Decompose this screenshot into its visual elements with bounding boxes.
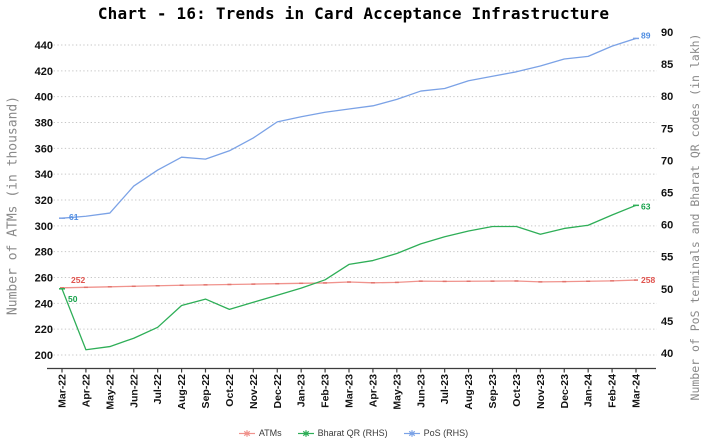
series-line-2 xyxy=(61,37,637,219)
x-axis-tick-label: Jul-22 xyxy=(152,374,164,405)
right-axis-tick-label: 60 xyxy=(661,220,673,232)
x-axis-tick-label: Jul-23 xyxy=(439,374,451,405)
series-line-1 xyxy=(61,204,637,351)
data-label-last: 258 xyxy=(641,275,655,285)
x-axis-tick-label: Dec-23 xyxy=(559,374,571,409)
x-axis-tick-label: May-23 xyxy=(391,374,403,410)
x-axis-tick-label: Mar-24 xyxy=(631,374,643,408)
left-axis-tick-label: 200 xyxy=(35,350,53,362)
x-axis-tick-label: Sep-22 xyxy=(200,374,212,409)
right-axis-tick-label: 50 xyxy=(661,284,673,296)
left-axis-tick-label: 220 xyxy=(35,324,53,336)
x-axis-tick-label: Mar-23 xyxy=(344,374,356,408)
legend-label-pos: PoS (RHS) xyxy=(423,428,469,438)
data-label-last: 89 xyxy=(641,30,651,40)
x-axis-tick-label: Nov-23 xyxy=(535,374,547,409)
right-axis-tick-label: 80 xyxy=(661,91,673,103)
left-axis-tick-label: 300 xyxy=(35,221,53,233)
left-axis-tick-label: 280 xyxy=(35,247,53,259)
right-axis-tick-label: 55 xyxy=(661,252,673,264)
legend-item-pos: PoS (RHS) xyxy=(403,428,469,438)
left-axis-tick-label: 360 xyxy=(35,143,53,155)
legend-label-atms: ATMs xyxy=(258,428,282,438)
left-axis-tick-label: 400 xyxy=(35,92,53,104)
x-axis-tick-label: Aug-23 xyxy=(463,374,475,410)
x-axis-tick-label: Oct-22 xyxy=(224,374,236,407)
right-axis-tick-label: 40 xyxy=(661,348,673,360)
right-axis-tick-label: 75 xyxy=(661,123,673,135)
legend-item-atms: ATMs xyxy=(238,428,282,438)
legend-marker-pos-icon xyxy=(403,429,420,437)
x-axis-tick-label: Aug-22 xyxy=(176,374,188,410)
series-line-0 xyxy=(61,279,637,289)
data-label-first: 61 xyxy=(69,212,79,222)
x-axis-tick-label: Apr-23 xyxy=(367,374,379,407)
legend-marker-bharat-qr-icon xyxy=(297,429,314,437)
left-axis-tick-label: 440 xyxy=(35,40,53,52)
legend-item-bharat-qr: Bharat QR (RHS) xyxy=(297,428,388,438)
legend: ATMs Bharat QR (RHS) PoS (RHS) xyxy=(0,428,707,438)
x-axis-tick-label: Jun-22 xyxy=(128,374,140,408)
x-axis-tick-label: Nov-22 xyxy=(248,374,260,409)
x-axis-tick-label: Oct-23 xyxy=(511,374,523,407)
x-axis-tick-label: Jun-23 xyxy=(415,374,427,408)
legend-marker-atms-icon xyxy=(238,429,255,437)
left-axis-tick-label: 340 xyxy=(35,169,53,181)
x-axis-tick-label: Jan-23 xyxy=(296,374,308,407)
x-axis-tick-label: Feb-24 xyxy=(607,374,619,408)
left-axis-tick-label: 260 xyxy=(35,273,53,285)
x-axis-tick-label: Apr-22 xyxy=(80,374,92,407)
data-label-last: 63 xyxy=(641,201,651,211)
data-label-first: 50 xyxy=(68,294,78,304)
x-axis-tick-label: Dec-22 xyxy=(272,374,284,409)
left-axis-tick-label: 380 xyxy=(35,118,53,130)
left-axis-tick-label: 420 xyxy=(35,66,53,78)
x-axis-tick-label: Jan-24 xyxy=(583,374,595,407)
right-axis-tick-label: 45 xyxy=(661,316,673,328)
x-axis-tick-label: May-22 xyxy=(104,374,116,410)
right-axis-tick-label: 85 xyxy=(661,59,673,71)
legend-label-bharat-qr: Bharat QR (RHS) xyxy=(317,428,388,438)
right-axis-tick-label: 70 xyxy=(661,155,673,167)
x-axis-tick-label: Mar-22 xyxy=(57,374,69,408)
x-axis-tick-label: Feb-23 xyxy=(320,374,332,408)
data-label-first: 252 xyxy=(71,275,85,285)
left-axis-tick-label: 240 xyxy=(35,298,53,310)
right-axis-tick-label: 65 xyxy=(661,188,673,200)
x-axis-tick-label: Sep-23 xyxy=(487,374,499,409)
left-axis-tick-label: 320 xyxy=(35,195,53,207)
chart-title: Chart - 16: Trends in Card Acceptance In… xyxy=(97,4,610,23)
right-axis-tick-label: 90 xyxy=(661,27,673,39)
